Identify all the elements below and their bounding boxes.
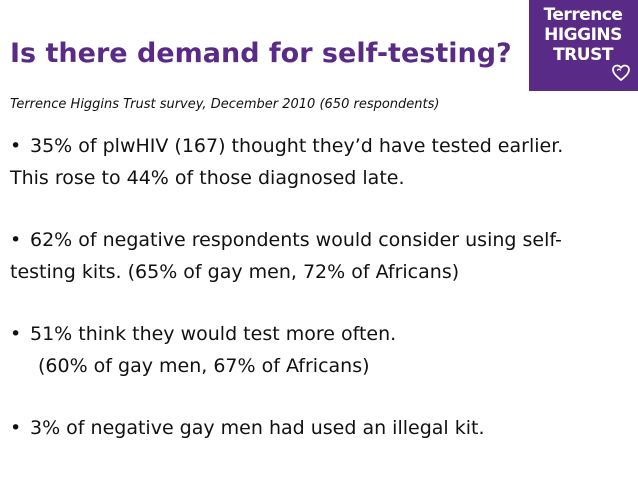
bullet-line: (60% of gay men, 67% of Africans) xyxy=(38,355,370,377)
bullet-item-2: • 62% of negative respondents would consi… xyxy=(10,224,630,288)
bullet-item-1: • 35% of plwHIV (167) thought they’d have… xyxy=(10,130,630,194)
bullet-line: testing kits. (65% of gay men, 72% of Af… xyxy=(10,261,460,283)
bullet-text: 35% of plwHIV (167) thought they’d have … xyxy=(30,135,564,157)
bullet-marker: • xyxy=(10,417,22,439)
survey-subtitle: Terrence Higgins Trust survey, December … xyxy=(10,97,440,112)
terrence-higgins-trust-logo: Terrence HIGGINS TRUST xyxy=(529,0,638,91)
bullet-item-4: • 3% of negative gay men had used an ille… xyxy=(10,412,630,444)
logo-line-1: Terrence xyxy=(543,5,623,25)
bullet-text: 51% think they would test more often. xyxy=(30,323,397,345)
bullet-marker: • xyxy=(10,229,22,251)
bullet-item-3: • 51% think they would test more often. (… xyxy=(10,318,630,382)
bullet-line: • 3% of negative gay men had used an ille… xyxy=(10,412,630,444)
logo-line-2: HIGGINS xyxy=(544,25,622,45)
logo-text: Terrence HIGGINS TRUST xyxy=(537,5,629,65)
bullet-line: • 35% of plwHIV (167) thought they’d have… xyxy=(10,130,630,162)
bullet-marker: • xyxy=(10,323,22,345)
bullet-text: 62% of negative respondents would consid… xyxy=(30,229,562,251)
slide-title: Is there demand for self-testing? xyxy=(10,38,512,69)
bullet-line: • 62% of negative respondents would consi… xyxy=(10,224,630,256)
bullet-text: 3% of negative gay men had used an illeg… xyxy=(30,417,485,439)
bullet-marker: • xyxy=(10,135,22,157)
logo-line-3: TRUST xyxy=(553,45,613,65)
bullet-list: • 35% of plwHIV (167) thought they’d have… xyxy=(10,130,630,444)
heart-icon xyxy=(612,64,630,81)
bullet-line: • 51% think they would test more often. xyxy=(10,318,630,350)
bullet-line: This rose to 44% of those diagnosed late… xyxy=(10,167,405,189)
